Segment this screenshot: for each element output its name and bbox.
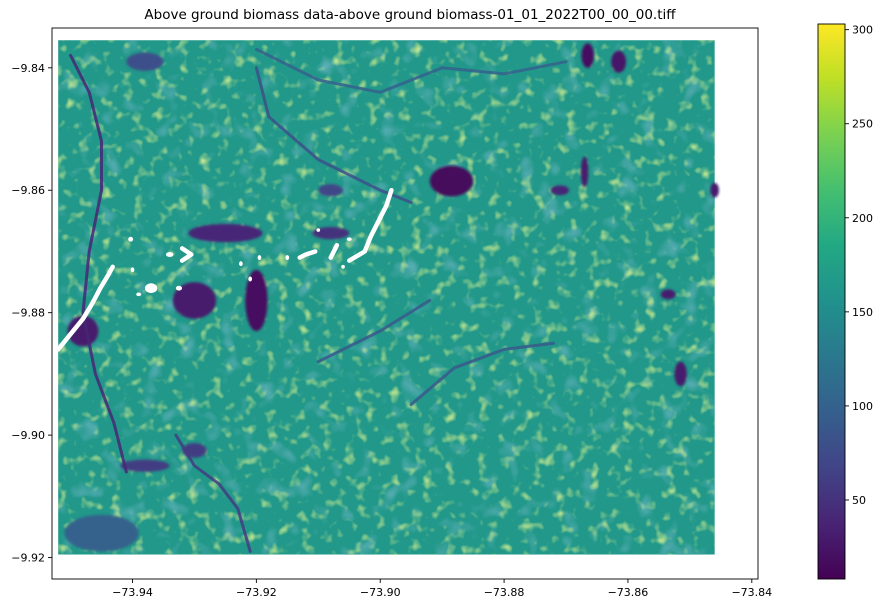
no-data-blob [239, 261, 243, 267]
no-data-blob [175, 285, 183, 291]
x-tick-label: −73.86 [608, 586, 649, 599]
river-channel [254, 47, 568, 94]
low-biomass-patch [581, 43, 594, 68]
biomass-raster [55, 40, 719, 555]
colorbar-tick-label: 300 [852, 24, 873, 37]
y-tick-label: −9.84 [11, 62, 45, 75]
river-channel [174, 433, 252, 553]
plot-area: −73.94 −73.92 −73.90 −73.88 −73.86 −73.84 −9.… [11, 27, 772, 599]
low-biomass-patch [429, 165, 474, 197]
x-tick-label: −73.90 [360, 586, 401, 599]
colorbar-frame [817, 23, 846, 580]
colorbar-tick-label: 100 [852, 400, 873, 413]
no-data-blob [144, 283, 158, 294]
colorbar-tick-label: 50 [852, 494, 866, 507]
y-tick-label: −9.88 [11, 307, 45, 320]
low-biomass-patch [312, 226, 350, 240]
low-biomass-patch [172, 282, 217, 319]
x-tick-label: −73.88 [484, 586, 525, 599]
no-data-line [55, 264, 115, 352]
y-axis: −9.84 −9.86 −9.88 −9.90 −9.92 [11, 62, 52, 565]
low-biomass-patch [550, 185, 570, 196]
no-data-line [179, 246, 194, 263]
no-data-blob [257, 255, 262, 261]
low-biomass-patch [660, 289, 676, 300]
axes-frame [51, 27, 759, 580]
raster-texture-high [58, 40, 715, 555]
low-biomass-patch [674, 361, 687, 387]
colorbar-tick-label: 200 [852, 212, 873, 225]
no-data-blob [130, 267, 135, 273]
no-data-blob [285, 255, 290, 261]
no-data-line [347, 187, 394, 263]
x-tick-label: −73.84 [731, 586, 772, 599]
no-data-blob [128, 236, 134, 242]
low-biomass-patch [64, 514, 139, 552]
colorbar-gradient [818, 24, 845, 579]
no-data-line [297, 249, 318, 260]
river-channel [316, 298, 432, 364]
x-axis: −73.94 −73.92 −73.90 −73.88 −73.86 −73.84 [112, 579, 772, 599]
low-biomass-patch [611, 50, 627, 73]
y-tick-label: −9.90 [11, 429, 45, 442]
colorbar-tick-label: 150 [852, 306, 873, 319]
no-data-blob [165, 252, 174, 257]
low-biomass-patch [126, 52, 164, 71]
no-data-blob [248, 276, 253, 282]
no-data-blob [136, 292, 142, 297]
river-channel [409, 341, 556, 406]
x-tick-label: −73.92 [236, 586, 277, 599]
y-tick-label: −9.86 [11, 184, 45, 197]
low-biomass-patch [67, 315, 99, 347]
x-tick-label: −73.94 [112, 586, 153, 599]
y-tick-label: −9.92 [11, 552, 45, 565]
colorbar-ticks: 50 100 150 200 250 300 [845, 24, 873, 507]
low-biomass-patch [120, 459, 170, 472]
no-data-blob [346, 237, 352, 242]
river-channel [69, 54, 128, 474]
colorbar: 50 100 150 200 250 300 [817, 23, 873, 580]
chart-title: Above ground biomass data-above ground b… [144, 7, 676, 23]
no-data-blob [341, 264, 345, 269]
no-data-blob [316, 228, 321, 232]
low-biomass-patch [710, 182, 719, 198]
low-biomass-patch [188, 223, 263, 243]
low-biomass-patch [245, 269, 268, 332]
no-data-line [328, 243, 340, 260]
low-biomass-patch [580, 156, 589, 188]
low-biomass-patch [318, 184, 344, 197]
colorbar-tick-label: 250 [852, 118, 873, 131]
